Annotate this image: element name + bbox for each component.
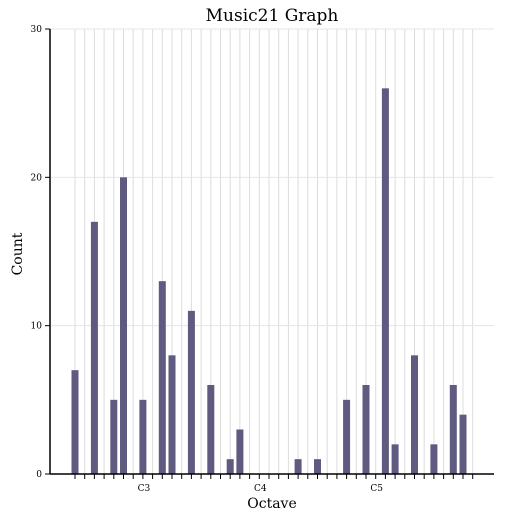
chart-title: Music21 Graph xyxy=(206,6,339,26)
bar-C#3 xyxy=(226,459,234,474)
x-axis-label: Octave xyxy=(247,496,297,512)
bar-G#3 xyxy=(294,459,302,474)
x-tick-label: C4 xyxy=(254,484,267,494)
bar-D2 xyxy=(120,177,127,475)
bar-C#5 xyxy=(459,414,467,474)
grid xyxy=(50,28,494,474)
bar-F#4 xyxy=(391,444,399,474)
bar-B1 xyxy=(90,221,98,474)
bar-E2 xyxy=(139,399,147,474)
y-tick-label: 20 xyxy=(31,173,43,183)
y-axis-label: Count xyxy=(10,232,26,275)
x-tick-label: C3 xyxy=(138,484,151,494)
bar-G#4 xyxy=(411,355,418,474)
bar-E-4 xyxy=(362,385,370,474)
bar-C5 xyxy=(449,385,457,474)
x-axis-ticks: C3 C4 C5 xyxy=(74,474,474,494)
bar-G2 xyxy=(168,355,176,474)
y-tick-label: 10 xyxy=(31,322,43,332)
x-tick-label: C5 xyxy=(370,484,383,494)
bars xyxy=(71,88,467,475)
y-tick-label: 30 xyxy=(31,25,43,35)
bar-A1 xyxy=(71,370,79,474)
bar-C#4 xyxy=(343,399,351,474)
bar-D3 xyxy=(236,429,244,474)
bar-B-4 xyxy=(430,444,438,474)
bar-A2 xyxy=(187,310,195,474)
bar-C#2 xyxy=(110,399,118,474)
bar-F#2 xyxy=(158,281,166,474)
y-tick-label: 0 xyxy=(36,470,42,480)
bar-B2 xyxy=(207,385,215,474)
bar-F4 xyxy=(381,88,389,474)
bar-B-3 xyxy=(314,459,321,474)
y-axis-ticks: 0 10 20 30 xyxy=(31,25,50,480)
